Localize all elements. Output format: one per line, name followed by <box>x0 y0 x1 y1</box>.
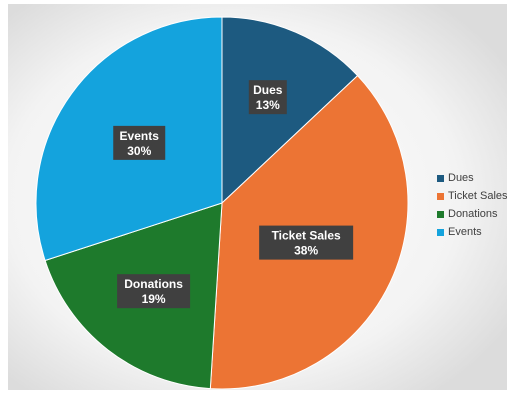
legend: Dues Ticket Sales Donations Events <box>437 169 507 241</box>
legend-item-ticket-sales: Ticket Sales <box>437 187 507 205</box>
legend-label: Events <box>448 226 482 238</box>
legend-label: Donations <box>448 208 498 220</box>
legend-label: Dues <box>448 172 474 184</box>
pie-slice-dues <box>221 16 359 205</box>
data-label-category: Dues <box>253 83 283 97</box>
legend-swatch <box>437 210 444 218</box>
legend-swatch <box>437 228 444 236</box>
data-label-category: Ticket Sales <box>272 229 341 243</box>
pie-slices <box>35 16 409 390</box>
legend-item-dues: Dues <box>437 169 507 187</box>
data-label-value: 13% <box>256 98 280 112</box>
legend-item-donations: Donations <box>437 205 507 223</box>
legend-swatch <box>437 174 444 182</box>
data-label-category: Events <box>120 129 160 143</box>
data-label-value: 19% <box>142 292 166 306</box>
data-label-box <box>113 125 166 160</box>
data-label-box <box>259 225 354 260</box>
data-label-value: 30% <box>127 144 151 158</box>
data-label-category: Donations <box>124 277 183 291</box>
legend-swatch <box>437 192 444 200</box>
data-label-box <box>117 274 191 309</box>
legend-label: Ticket Sales <box>448 190 507 202</box>
data-label-value: 38% <box>294 244 318 258</box>
legend-item-events: Events <box>437 223 507 241</box>
data-label-box <box>248 80 287 115</box>
